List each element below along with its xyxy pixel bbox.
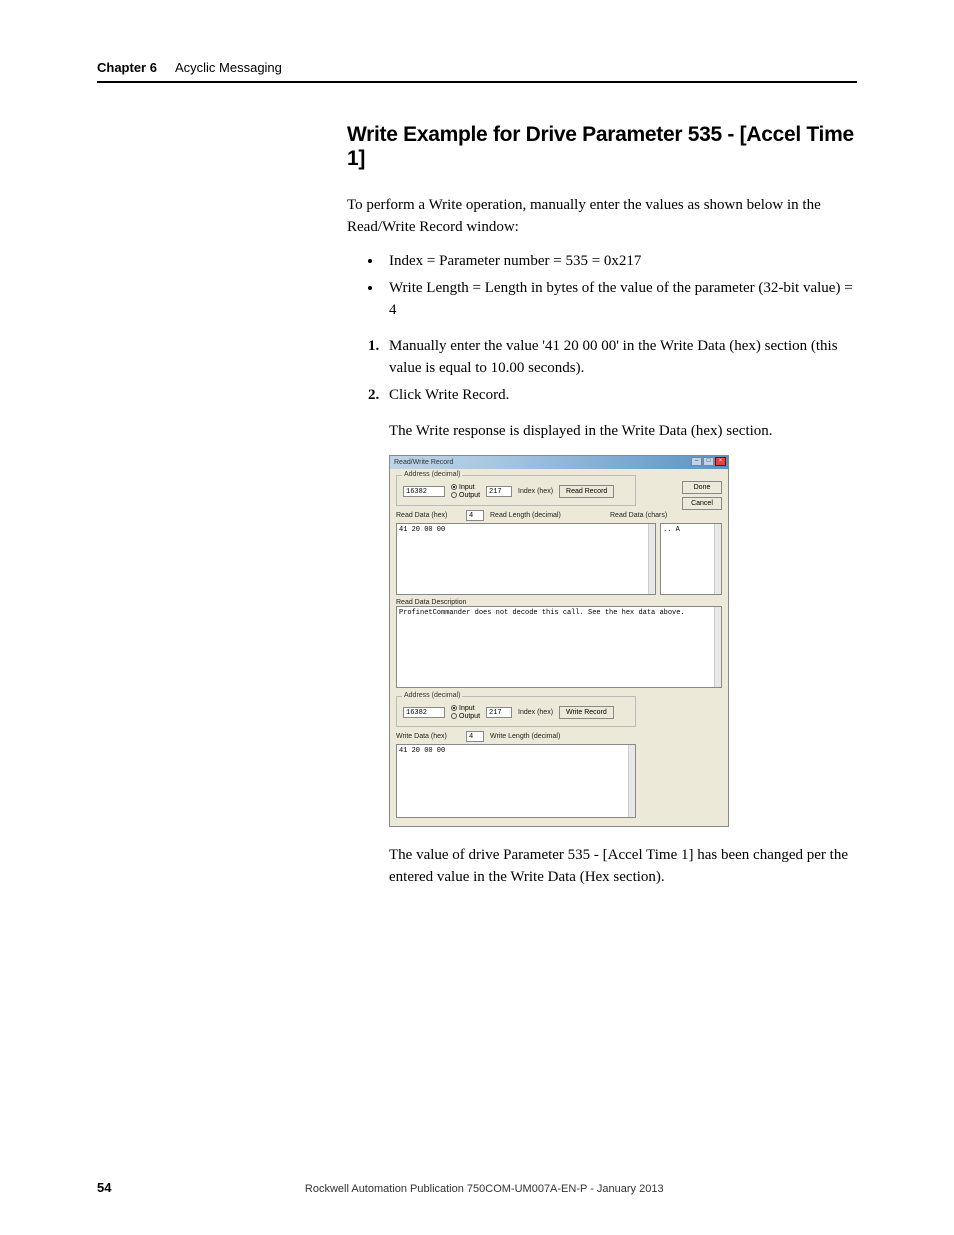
- footer-publication: Rockwell Automation Publication 750COM-U…: [111, 1183, 857, 1195]
- scrollbar[interactable]: [714, 524, 721, 594]
- write-length-label: Write Length (decimal): [490, 733, 560, 740]
- intro-paragraph: To perform a Write operation, manually e…: [347, 195, 857, 239]
- write-address-group-label: Address (decimal): [402, 692, 462, 699]
- read-length-label: Read Length (decimal): [490, 512, 580, 519]
- read-desc-textarea[interactable]: ProfinetCommander does not decode this c…: [396, 606, 722, 688]
- read-hex-textarea[interactable]: 41 20 00 00: [396, 523, 656, 595]
- read-index-input[interactable]: 217: [486, 486, 512, 497]
- radio-selected-icon: [451, 705, 457, 711]
- read-radio-input[interactable]: Input: [451, 484, 480, 491]
- bullet-item: Index = Parameter number = 535 = 0x217: [383, 251, 857, 273]
- cancel-button[interactable]: Cancel: [682, 497, 722, 510]
- maximize-button[interactable]: □: [703, 457, 714, 466]
- read-io-radio-group: Input Output: [451, 484, 480, 499]
- scrollbar[interactable]: [628, 745, 635, 817]
- write-index-label: Index (hex): [518, 709, 553, 716]
- screenshot-container: Read/Write Record – □ × Done Cancel Addr…: [389, 455, 729, 827]
- scrollbar[interactable]: [648, 524, 655, 594]
- read-address-input[interactable]: 16382: [403, 486, 445, 497]
- write-address-input[interactable]: 16382: [403, 707, 445, 718]
- write-length-input[interactable]: 4: [466, 731, 484, 742]
- chapter-title: Acyclic Messaging: [175, 60, 282, 75]
- write-radio-output[interactable]: Output: [451, 713, 480, 720]
- step-followup-text: The Write response is displayed in the W…: [389, 421, 857, 443]
- read-data-row: 41 20 00 00 .. A: [396, 523, 722, 595]
- right-button-column: Done Cancel: [682, 481, 722, 510]
- read-address-group-label: Address (decimal): [402, 471, 462, 478]
- section-heading: Write Example for Drive Parameter 535 - …: [347, 123, 857, 171]
- closing-paragraph: The value of drive Parameter 535 - [Acce…: [389, 845, 857, 889]
- read-record-button[interactable]: Read Record: [559, 485, 614, 498]
- window-title: Read/Write Record: [394, 459, 453, 466]
- read-data-chars-label: Read Data (chars): [610, 512, 667, 519]
- write-data-hex-label: Write Data (hex): [396, 733, 466, 740]
- page-number: 54: [97, 1180, 111, 1195]
- radio-unselected-icon: [451, 492, 457, 498]
- titlebar-buttons: – □ ×: [691, 457, 726, 466]
- write-index-input[interactable]: 217: [486, 707, 512, 718]
- read-radio-output[interactable]: Output: [451, 492, 480, 499]
- minimize-button[interactable]: –: [691, 457, 702, 466]
- read-write-record-window: Read/Write Record – □ × Done Cancel Addr…: [389, 455, 729, 827]
- chapter-label: Chapter 6: [97, 60, 157, 75]
- header-divider: [97, 81, 857, 83]
- scrollbar[interactable]: [714, 607, 721, 687]
- step-item: Manually enter the value '41 20 00 00' i…: [383, 336, 857, 380]
- read-data-hex-label: Read Data (hex): [396, 512, 466, 519]
- radio-selected-icon: [451, 484, 457, 490]
- write-address-group: Address (decimal) 16382 Input Output 217…: [396, 696, 636, 727]
- radio-unselected-icon: [451, 713, 457, 719]
- step-item: Click Write Record.: [383, 385, 857, 407]
- page-footer: 54 Rockwell Automation Publication 750CO…: [97, 1180, 857, 1195]
- done-button[interactable]: Done: [682, 481, 722, 494]
- bullet-item: Write Length = Length in bytes of the va…: [383, 278, 857, 322]
- write-io-radio-group: Input Output: [451, 705, 480, 720]
- read-length-input[interactable]: 4: [466, 510, 484, 521]
- page-header: Chapter 6 Acyclic Messaging: [97, 60, 857, 75]
- content-column: Write Example for Drive Parameter 535 - …: [347, 123, 857, 888]
- write-record-button[interactable]: Write Record: [559, 706, 614, 719]
- write-hex-textarea[interactable]: 41 20 00 00: [396, 744, 636, 818]
- read-index-label: Index (hex): [518, 488, 553, 495]
- read-address-group: Address (decimal) 16382 Input Output 217…: [396, 475, 636, 506]
- read-desc-label: Read Data Description: [396, 599, 722, 606]
- close-button[interactable]: ×: [715, 457, 726, 466]
- numbered-steps: Manually enter the value '41 20 00 00' i…: [383, 336, 857, 407]
- window-body: Done Cancel Address (decimal) 16382 Inpu…: [390, 469, 728, 826]
- read-chars-textarea[interactable]: .. A: [660, 523, 722, 595]
- window-titlebar: Read/Write Record – □ ×: [390, 456, 728, 469]
- bullet-list: Index = Parameter number = 535 = 0x217 W…: [383, 251, 857, 322]
- write-radio-input[interactable]: Input: [451, 705, 480, 712]
